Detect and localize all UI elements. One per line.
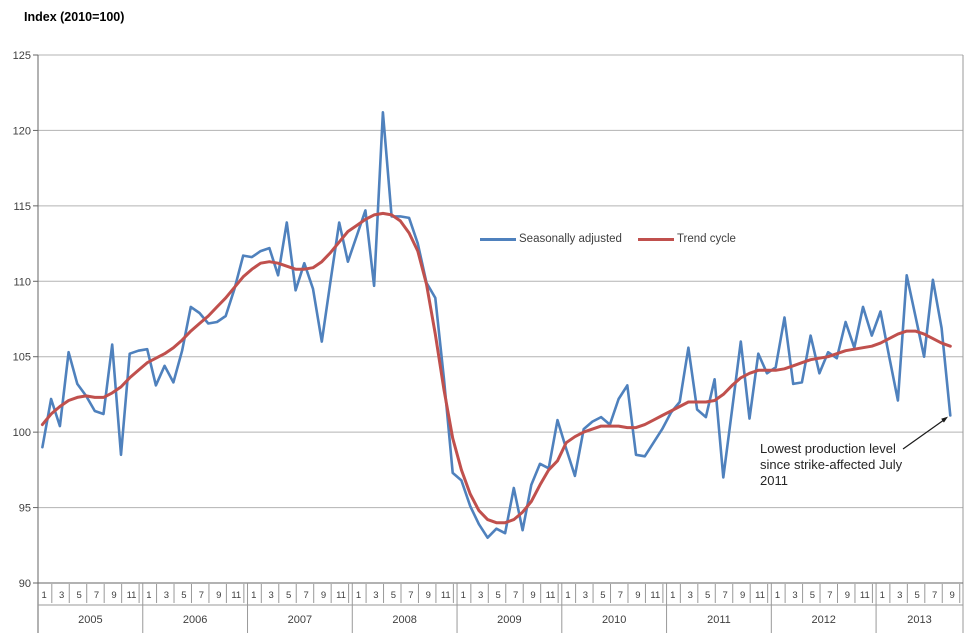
annotation-arrow [902,419,944,450]
month-tick-label: 7 [94,590,99,601]
month-tick-label: 5 [600,590,605,601]
month-tick-label: 11 [336,590,346,601]
month-tick-label: 1 [251,590,256,601]
annotation-line-1: Lowest production level [760,441,896,456]
month-tick-label: 11 [860,590,870,601]
y-axis-label: 120 [13,125,31,137]
month-tick-label: 7 [303,590,308,601]
month-tick-label: 3 [164,590,169,601]
month-tick-label: 7 [408,590,413,601]
month-tick-label: 9 [845,590,850,601]
annotation-line-3: 2011 [760,473,788,488]
year-label: 2010 [602,614,626,626]
month-tick-label: 9 [426,590,431,601]
month-tick-label: 9 [635,590,640,601]
year-label: 2012 [811,614,835,626]
month-tick-label: 3 [792,590,797,601]
month-tick-label: 1 [461,590,466,601]
year-label: 2008 [392,614,416,626]
month-tick-label: 3 [269,590,274,601]
month-tick-label: 11 [755,590,765,601]
year-label: 2009 [497,614,521,626]
legend-label-trend-cycle: Trend cycle [676,233,736,245]
y-axis-label: 110 [13,276,31,288]
month-tick-label: 3 [373,590,378,601]
month-tick-label: 9 [740,590,745,601]
month-tick-label: 9 [111,590,116,601]
month-tick-label: 7 [722,590,727,601]
month-tick-label: 1 [880,590,885,601]
month-tick-label: 9 [216,590,221,601]
annotation-line-2: since strike-affected July [760,457,903,472]
month-tick-label: 3 [583,590,588,601]
month-tick-label: 7 [199,590,204,601]
month-tick-label: 3 [688,590,693,601]
month-tick-label: 5 [705,590,710,601]
month-tick-label: 5 [496,590,501,601]
y-axis-label: 125 [13,50,31,62]
month-tick-label: 5 [181,590,186,601]
month-tick-label: 1 [356,590,361,601]
annotation-arrowhead [941,416,948,423]
y-axis-label: 100 [13,427,31,439]
month-tick-label: 1 [146,590,151,601]
year-label: 2006 [183,614,207,626]
month-tick-label: 9 [321,590,326,601]
month-tick-label: 3 [897,590,902,601]
year-label: 2013 [907,614,931,626]
legend-line-trend-cycle [637,237,674,241]
year-label: 2011 [707,614,731,626]
month-tick-label: 9 [949,590,954,601]
series-line-seasonally-adjusted [41,111,952,540]
y-axis-label: 95 [19,503,31,515]
month-tick-label: 7 [513,590,518,601]
legend-line-seasonally-adjusted [480,237,516,241]
month-tick-label: 1 [670,590,675,601]
month-tick-label: 11 [546,590,556,601]
month-tick-label: 11 [650,590,660,601]
month-tick-label: 1 [42,590,47,601]
y-axis-label: 90 [19,578,31,590]
month-tick-label: 5 [286,590,291,601]
chart-title: Index (2010=100) [24,10,125,24]
month-tick-label: 5 [391,590,396,601]
month-tick-label: 11 [441,590,451,601]
legend: Seasonally adjusted Trend cycle [480,233,752,245]
month-tick-label: 11 [231,590,241,601]
month-tick-label: 11 [127,590,137,601]
month-tick-label: 3 [478,590,483,601]
year-label: 2005 [78,614,102,626]
month-tick-label: 1 [565,590,570,601]
month-tick-label: 1 [775,590,780,601]
month-tick-label: 7 [932,590,937,601]
year-label: 2007 [288,614,312,626]
month-tick-label: 7 [827,590,832,601]
legend-label-seasonally-adjusted: Seasonally adjusted [519,233,622,245]
month-tick-label: 5 [810,590,815,601]
y-axis-label: 105 [13,352,31,364]
month-tick-label: 5 [76,590,81,601]
series-line-trend-cycle [40,211,952,525]
y-axis-label: 115 [13,201,31,213]
month-tick-label: 3 [59,590,64,601]
annotation-text: Lowest production level since strike-aff… [760,441,930,489]
month-tick-label: 5 [915,590,920,601]
month-tick-label: 9 [530,590,535,601]
month-tick-label: 7 [618,590,623,601]
